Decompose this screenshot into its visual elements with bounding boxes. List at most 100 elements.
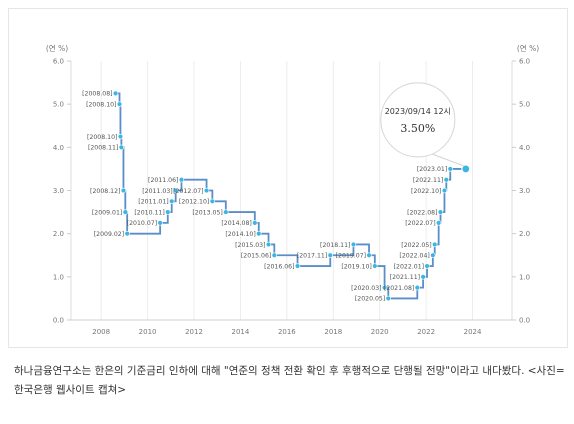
data-point — [372, 263, 378, 269]
x-tick-label: 2022 — [417, 328, 435, 336]
x-tick-label: 2012 — [185, 328, 203, 336]
data-label: [2011.01] — [138, 199, 168, 206]
data-point — [265, 241, 272, 248]
data-label: [2022.11] — [413, 177, 443, 184]
data-label: [2012.10] — [179, 199, 209, 206]
y-tick-label-left: 4.0 — [53, 144, 64, 152]
data-point — [414, 284, 421, 291]
grid — [100, 61, 474, 320]
data-point — [157, 220, 163, 226]
data-point — [203, 187, 210, 194]
data-label: [2022.04] — [399, 253, 429, 260]
chart-frame: 2008 2010 2012 2014 2016 2018 2020 2022 2024 0.0 0… — [8, 8, 568, 348]
data-label: [2022.10] — [411, 188, 441, 195]
data-label: [2008.11] — [88, 145, 118, 152]
data-point — [443, 177, 450, 183]
data-label: [2022.07] — [405, 220, 435, 227]
data-points — [112, 90, 471, 302]
data-label: [2022.08] — [407, 209, 437, 216]
data-label: [2013.05] — [192, 209, 222, 216]
data-point — [441, 187, 448, 194]
data-label: [2022.05] — [401, 242, 431, 249]
data-label: [2016.06] — [264, 263, 294, 270]
data-label: [2008.10] — [87, 134, 117, 141]
data-point — [252, 220, 258, 226]
y-axis-label-right: (연 %) — [517, 44, 539, 53]
data-label: [2010.11] — [134, 209, 164, 216]
x-tick-label: 2018 — [324, 328, 342, 336]
data-point — [124, 230, 130, 237]
data-label: [2019.07] — [336, 253, 366, 260]
x-tick-label: 2010 — [139, 328, 157, 336]
data-point — [327, 252, 333, 258]
y-tick-label-right: 3.0 — [519, 187, 530, 195]
tooltip-bubble — [380, 82, 456, 158]
data-label: [2020.03] — [351, 285, 381, 292]
data-point — [209, 198, 216, 204]
data-point — [430, 252, 436, 258]
x-tick-label: 2008 — [92, 328, 110, 336]
data-point — [350, 241, 357, 248]
y-axis-label-left: (연 %) — [46, 44, 68, 53]
data-label: [2009.01] — [92, 209, 122, 216]
data-point — [424, 263, 430, 269]
data-point — [122, 209, 129, 215]
data-labels: [2008.08] [2008.10] [2008.10] [2008.11] [200… — [82, 91, 447, 303]
data-point — [223, 209, 229, 215]
y-tick-label-left: 3.0 — [53, 187, 64, 195]
data-point — [178, 177, 185, 183]
data-point — [165, 209, 171, 215]
y-tick-label-left: 6.0 — [53, 58, 64, 66]
data-point — [120, 187, 127, 194]
x-tick-label: 2014 — [232, 328, 250, 336]
y-tick-label-right: 1.0 — [519, 273, 530, 281]
data-point — [420, 274, 426, 280]
data-point — [435, 220, 442, 226]
y-tick-label-left: 0.0 — [53, 317, 64, 325]
y-tick-label-right: 2.0 — [519, 230, 530, 238]
data-point — [461, 164, 471, 174]
y-tick-label-left: 2.0 — [53, 230, 64, 238]
data-label: [2008.10] — [86, 101, 116, 108]
data-label: [2010.07] — [127, 220, 157, 227]
tooltip-title: 2023/09/14 12시 — [385, 107, 451, 116]
data-label: [2011.03] — [142, 188, 172, 195]
data-point — [271, 252, 278, 258]
data-point — [385, 295, 391, 302]
y-tick-label-right: 4.0 — [519, 144, 530, 152]
data-point — [117, 133, 124, 140]
data-label: [2019.10] — [341, 263, 371, 270]
interest-rate-chart: 2008 2010 2012 2014 2016 2018 2020 2022 2024 0.0 0… — [46, 44, 539, 336]
data-label: [2015.03] — [235, 242, 265, 249]
photo-caption: 하나금융연구소는 한은의 기준금리 인하에 대해 "연준의 정책 전환 확인 후… — [14, 365, 565, 396]
data-label: [2023.01] — [417, 166, 447, 173]
data-point — [169, 198, 175, 204]
data-label: [2017.11] — [297, 253, 327, 260]
data-label: [2008.12] — [90, 188, 120, 195]
data-point — [381, 284, 388, 291]
data-label: [2020.05] — [355, 296, 385, 303]
data-label: [2021.11] — [390, 274, 420, 281]
data-point — [294, 263, 301, 269]
data-point — [432, 241, 438, 248]
data-point — [172, 187, 179, 194]
data-point — [112, 90, 119, 97]
data-label: [2012.07] — [173, 188, 203, 195]
data-point — [447, 166, 453, 172]
data-point — [118, 144, 125, 151]
x-tick-label: 2016 — [278, 328, 296, 336]
x-tick-label: 2024 — [464, 328, 482, 336]
data-point — [116, 101, 123, 107]
y-tick-label-right: 6.0 — [519, 58, 530, 66]
data-label: [2022.01] — [394, 263, 424, 270]
tooltip: 2023/09/14 12시 3.50% — [380, 82, 464, 167]
data-label: [2018.11] — [320, 242, 350, 249]
x-tick-label: 2020 — [371, 328, 389, 336]
data-label: [2014.10] — [225, 231, 255, 238]
data-label: [2014.08] — [221, 220, 251, 227]
y-tick-label-right: 5.0 — [519, 101, 530, 109]
y-tick-label-left: 5.0 — [53, 101, 64, 109]
data-point — [366, 252, 372, 258]
axes: 2008 2010 2012 2014 2016 2018 2020 2022 2024 0.0 0… — [46, 44, 539, 336]
data-label: [2011.06] — [148, 177, 178, 184]
